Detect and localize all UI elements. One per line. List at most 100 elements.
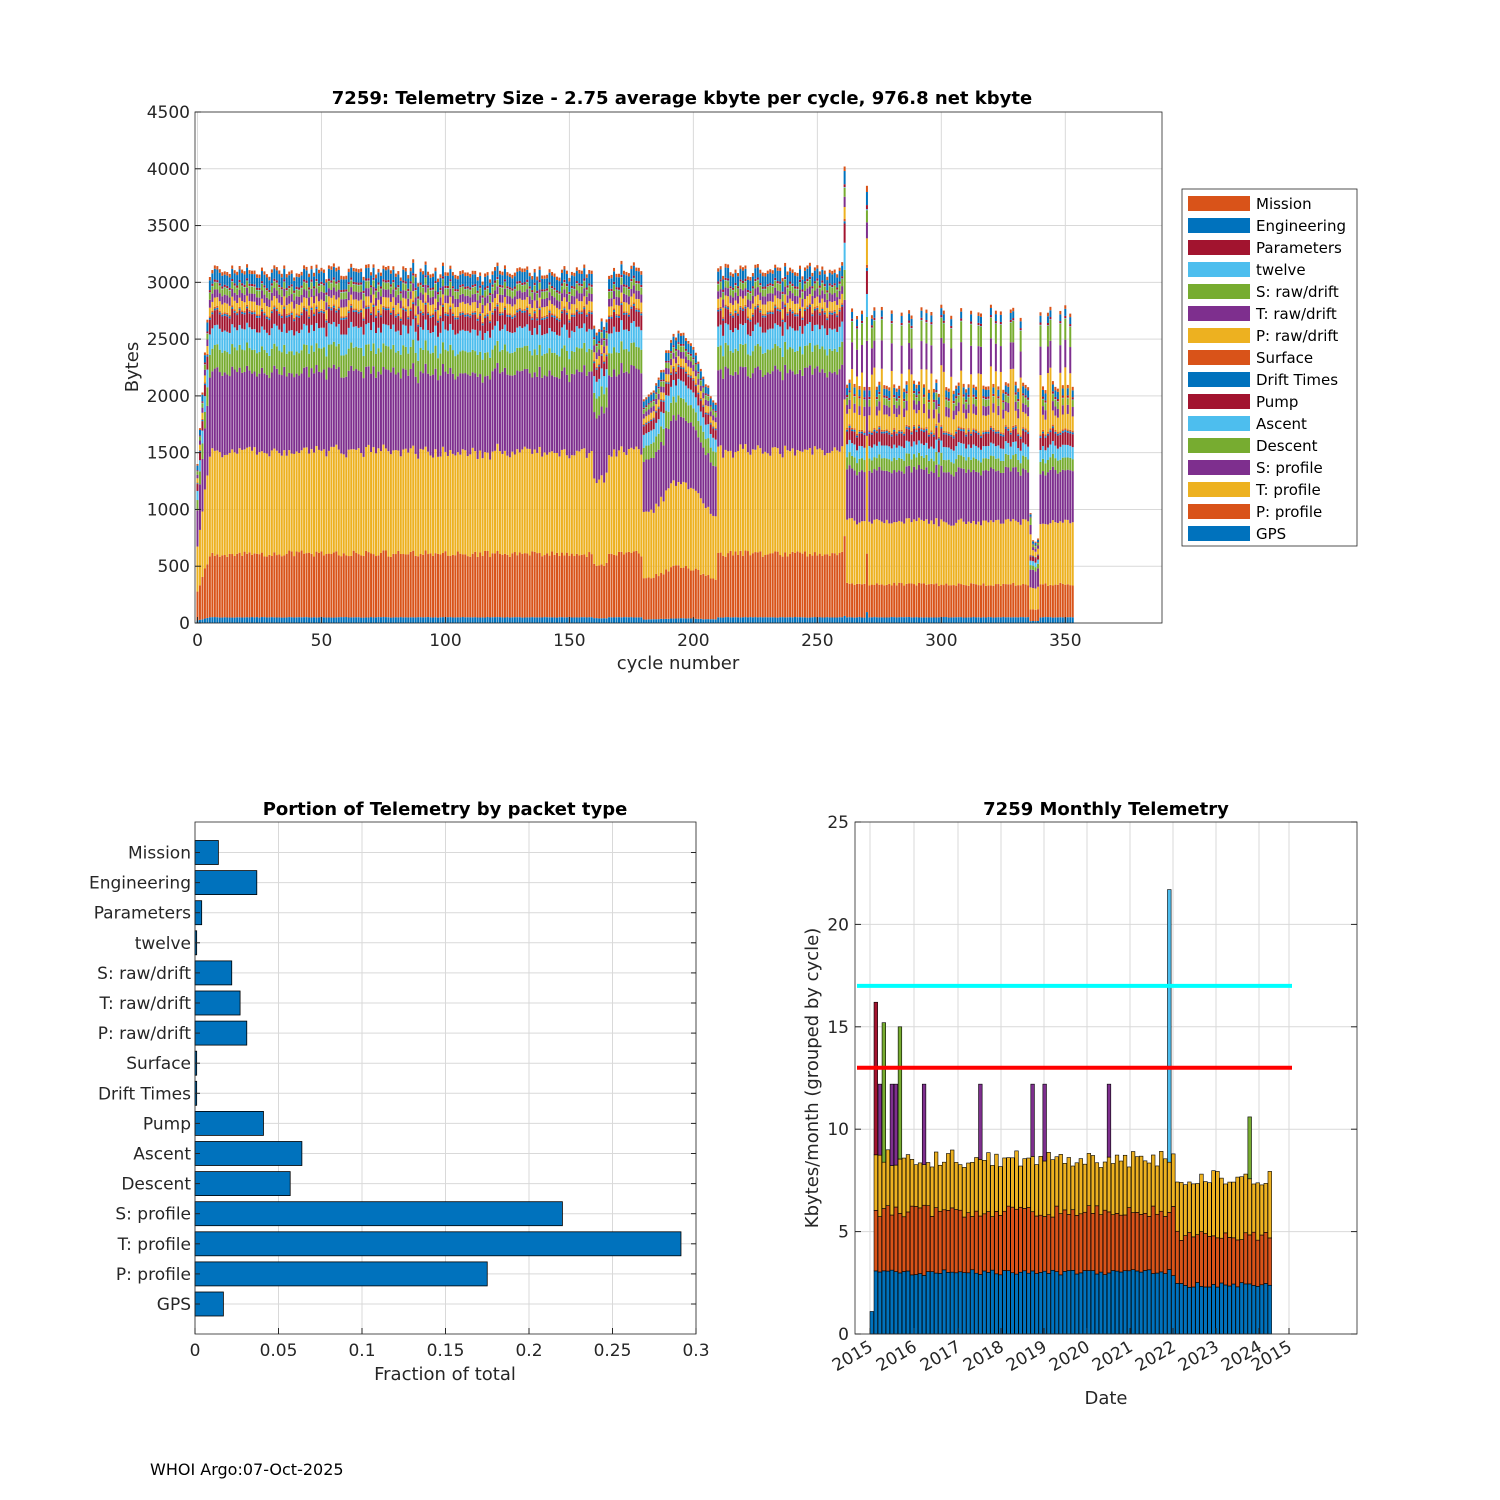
top-bar-segment <box>548 310 551 313</box>
top-bar-segment <box>714 428 717 430</box>
top-bar-segment <box>419 371 422 449</box>
top-bar-segment <box>883 458 886 471</box>
top-bar-segment <box>206 331 209 334</box>
top-bar-segment <box>436 292 439 295</box>
top-bar-segment <box>489 282 492 294</box>
top-bar-segment <box>583 323 586 343</box>
top-bar-segment <box>613 554 616 618</box>
top-bar-segment <box>498 284 501 288</box>
top-bar-segment <box>407 375 410 453</box>
top-bar-segment <box>196 482 199 484</box>
top-bar-segment <box>600 344 603 353</box>
top-bar-segment <box>322 286 325 293</box>
top-bar-segment <box>754 305 757 308</box>
top-bar-segment <box>796 272 799 277</box>
top-bar-segment <box>918 465 921 518</box>
top-bar-segment <box>213 297 216 307</box>
top-bar-segment <box>657 576 660 620</box>
top-bar-segment <box>603 482 606 566</box>
top-bar-segment <box>543 317 546 320</box>
top-bar-segment <box>248 311 251 314</box>
top-bar-segment <box>399 617 402 623</box>
top-bar-segment <box>300 302 303 312</box>
top-bar-segment <box>300 617 303 623</box>
top-bar-segment <box>528 288 531 290</box>
top-bar-segment <box>409 551 412 618</box>
top-bar-segment <box>218 556 221 618</box>
top-bar-segment <box>843 242 846 270</box>
top-bar-segment <box>456 319 459 334</box>
top-bar-segment <box>784 294 787 304</box>
top-bar-segment <box>853 584 856 618</box>
top-bar-segment <box>293 335 296 356</box>
top-bar-segment <box>719 281 722 283</box>
top-bar-segment <box>660 370 663 373</box>
top-bar-segment <box>927 392 930 400</box>
top-bar-segment <box>714 429 717 431</box>
top-bar-segment <box>965 617 968 623</box>
top-bar-segment <box>610 333 613 354</box>
top-bar-segment <box>704 412 707 415</box>
top-bar-segment <box>632 305 635 322</box>
top-bar-segment <box>662 413 665 429</box>
top-bar-segment <box>456 376 459 453</box>
top-bar-segment <box>236 617 239 623</box>
top-bar-segment <box>231 307 234 309</box>
top-bar-segment <box>903 391 906 399</box>
top-bar-segment <box>494 325 497 346</box>
top-bar-segment <box>392 269 395 280</box>
top-bar-segment <box>841 306 844 322</box>
top-bar-segment <box>627 551 630 618</box>
top-bar-segment <box>692 570 695 619</box>
top-bar-segment <box>429 617 432 623</box>
top-bar-segment <box>394 317 397 332</box>
top-bar-segment <box>560 283 563 286</box>
top-bar-segment <box>880 319 883 341</box>
top-bar-segment <box>231 617 234 623</box>
top-bar-segment <box>198 585 201 620</box>
top-bar-segment <box>799 289 801 298</box>
top-bar-segment <box>694 355 697 363</box>
top-bar-segment <box>665 383 668 396</box>
top-bar-segment <box>399 277 402 281</box>
top-bar-segment <box>489 321 492 324</box>
top-bar-segment <box>260 367 263 452</box>
top-bar-segment <box>893 397 896 405</box>
top-bar-segment <box>727 278 730 281</box>
top-bar-segment <box>950 585 953 618</box>
top-bar-segment <box>466 314 469 317</box>
top-bar-segment <box>402 309 405 325</box>
top-bar-segment <box>918 410 921 425</box>
top-bar-segment <box>293 556 296 618</box>
top-bar-segment <box>945 522 948 584</box>
top-bar-segment <box>501 285 504 288</box>
top-bar-segment <box>556 280 558 291</box>
top-bar-segment <box>957 583 960 618</box>
top-bar-segment <box>806 288 809 297</box>
top-bar-segment <box>885 432 888 446</box>
top-bar-segment <box>560 293 563 302</box>
top-bar-segment <box>556 452 558 553</box>
top-bar-segment <box>422 349 425 374</box>
top-bar-segment <box>345 275 348 280</box>
top-bar-segment <box>672 333 675 337</box>
top-bar-segment <box>223 372 226 456</box>
top-bar-segment <box>367 264 370 268</box>
top-bar-segment <box>456 299 459 308</box>
top-bar-segment <box>856 326 859 329</box>
top-bar-segment <box>799 617 801 623</box>
top-bar-segment <box>243 287 246 295</box>
top-bar-segment <box>268 318 271 321</box>
top-bar-segment <box>625 314 628 330</box>
top-bar-segment <box>575 617 578 623</box>
top-bar-segment <box>308 305 311 316</box>
top-bar-segment <box>513 288 516 290</box>
top-bar-segment <box>372 306 375 323</box>
top-bar-segment <box>370 287 373 289</box>
top-bar-segment <box>789 271 792 282</box>
top-bar-segment <box>412 275 415 277</box>
top-bar-segment <box>890 323 893 344</box>
top-bar-segment <box>484 297 487 306</box>
top-bar-segment <box>647 403 650 405</box>
top-bar-segment <box>265 556 268 618</box>
